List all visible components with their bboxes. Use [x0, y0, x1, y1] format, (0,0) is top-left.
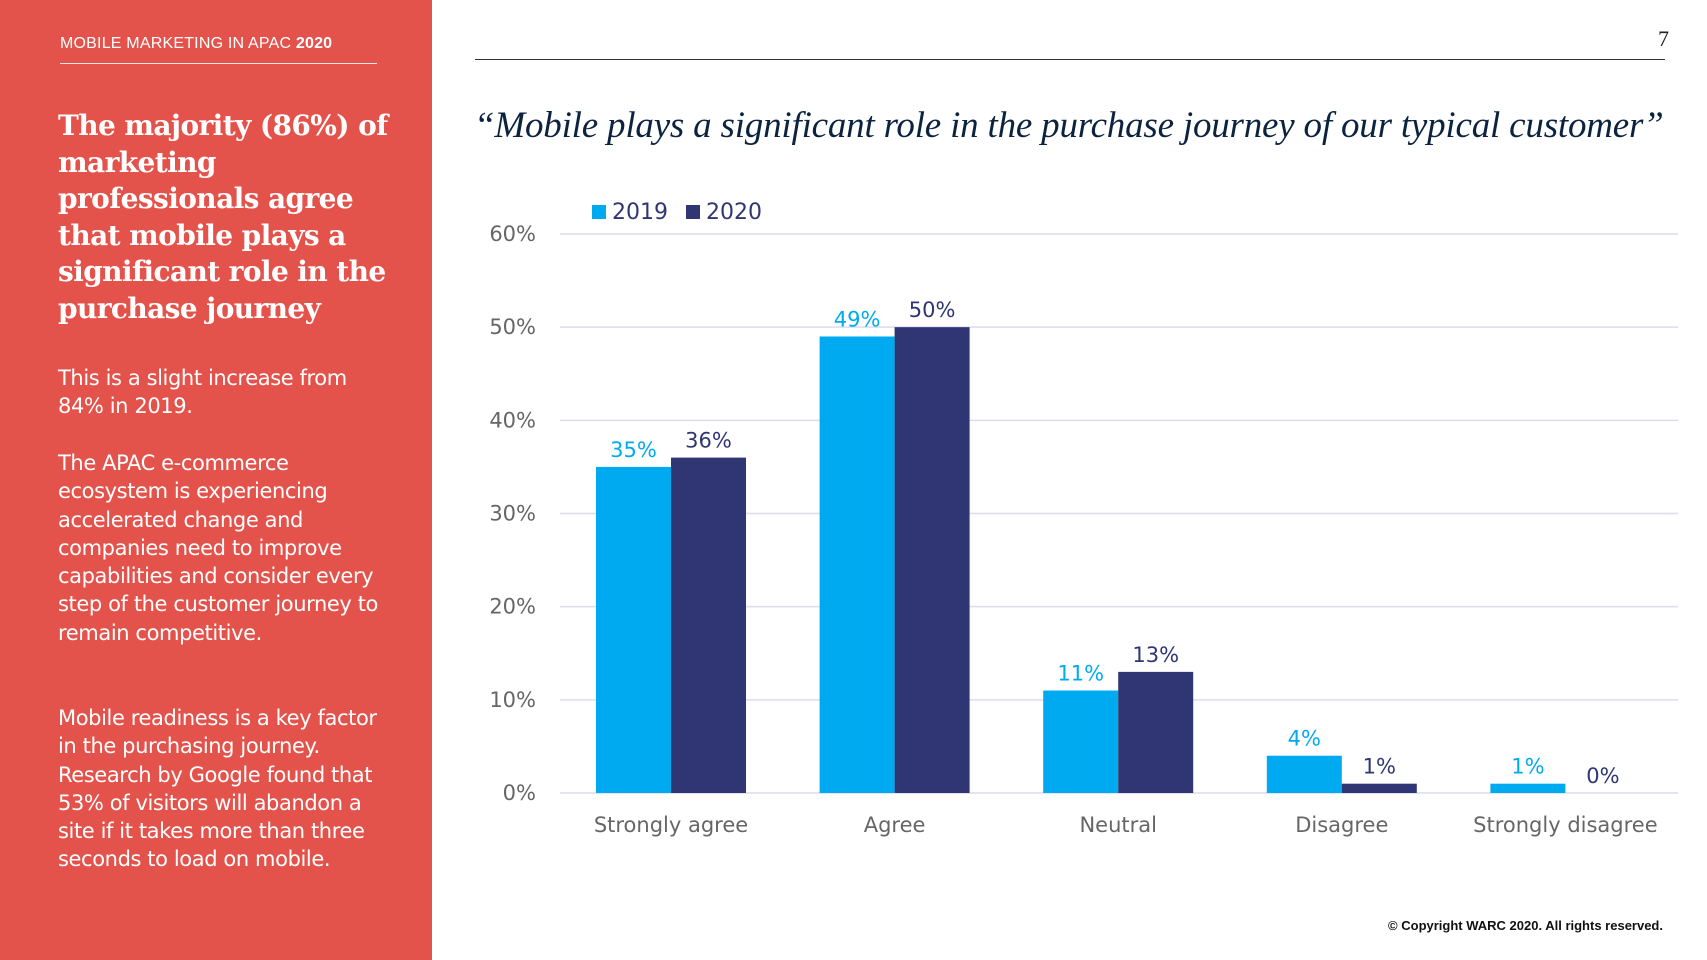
data-label: 13% [1132, 643, 1179, 667]
page-number: 7 [1658, 26, 1669, 51]
data-label: 11% [1057, 662, 1104, 686]
bar-2019-strongly-agree [596, 466, 671, 793]
data-label: 50% [909, 298, 956, 322]
legend-swatch-2019 [592, 205, 606, 219]
data-label: 1% [1363, 755, 1396, 779]
report-label-text: MOBILE MARKETING IN APAC [60, 35, 292, 52]
y-tick-label: 60% [489, 222, 536, 246]
sidebar-paragraph-1: This is a slight increase from 84% in 20… [58, 366, 347, 419]
data-label: 0% [1586, 764, 1619, 788]
y-tick-label: 50% [489, 315, 536, 339]
bar-2020-agree [894, 327, 970, 793]
y-tick-label: 40% [489, 408, 536, 432]
bar-2019-neutral [1043, 690, 1119, 793]
x-tick-label: Strongly disagree [1473, 813, 1657, 837]
data-label: 35% [610, 438, 657, 462]
data-label: 4% [1288, 727, 1321, 751]
x-tick-label: Disagree [1295, 813, 1388, 837]
copyright-notice: © Copyright WARC 2020. All rights reserv… [1388, 918, 1663, 933]
y-tick-label: 0% [503, 781, 536, 805]
x-tick-label: Neutral [1079, 813, 1157, 837]
data-label: 36% [685, 429, 732, 453]
data-label: 49% [834, 307, 881, 331]
y-tick-label: 20% [489, 595, 536, 619]
x-tick-label: Strongly agree [594, 813, 748, 837]
bar-2019-agree [819, 336, 895, 793]
data-label: 1% [1511, 755, 1544, 779]
sidebar-paragraph-3: Mobile readiness is a key factor in the … [58, 706, 377, 872]
sidebar-panel: MOBILE MARKETING IN APAC 2020 The majori… [0, 0, 432, 960]
report-label: MOBILE MARKETING IN APAC 2020 [60, 35, 377, 64]
bar-2019-strongly-disagree [1490, 783, 1566, 793]
bar-2020-disagree [1341, 783, 1417, 793]
legend-swatch-2020 [686, 205, 700, 219]
report-year: 2020 [295, 35, 333, 52]
legend-label-2019: 2019 [612, 200, 668, 225]
legend-label-2020: 2020 [706, 200, 762, 225]
bar-2019-disagree [1266, 755, 1342, 793]
sidebar-headline: The majority (86%) of marketing professi… [58, 109, 388, 325]
bar-2020-neutral [1118, 671, 1194, 793]
y-tick-label: 30% [489, 502, 536, 526]
x-tick-label: Agree [864, 813, 926, 837]
header-divider [475, 59, 1665, 60]
chart-title: “Mobile plays a significant role in the … [474, 105, 1664, 146]
bar-2020-strongly-agree [671, 457, 746, 793]
sidebar-paragraph-2: The APAC e-commerce ecosystem is experie… [58, 451, 378, 645]
y-tick-label: 10% [489, 688, 536, 712]
